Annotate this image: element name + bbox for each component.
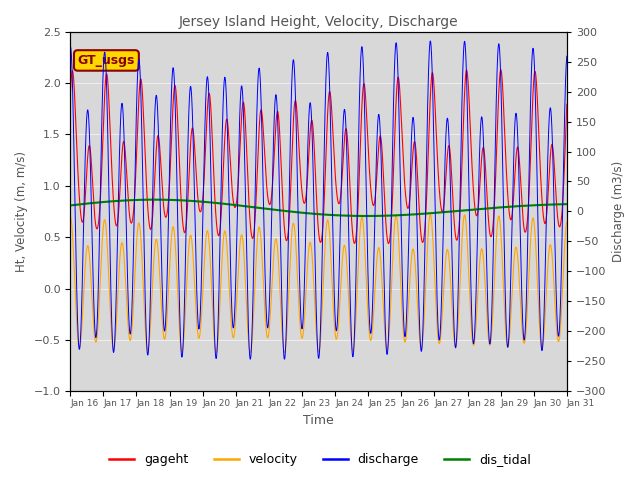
- Title: Jersey Island Height, Velocity, Discharge: Jersey Island Height, Velocity, Discharg…: [179, 15, 458, 29]
- Y-axis label: Ht, Velocity (m, m/s): Ht, Velocity (m, m/s): [15, 151, 28, 272]
- X-axis label: Time: Time: [303, 414, 334, 427]
- Legend: gageht, velocity, discharge, dis_tidal: gageht, velocity, discharge, dis_tidal: [104, 448, 536, 471]
- Y-axis label: Discharge (m3/s): Discharge (m3/s): [612, 161, 625, 262]
- Text: GT_usgs: GT_usgs: [77, 54, 135, 67]
